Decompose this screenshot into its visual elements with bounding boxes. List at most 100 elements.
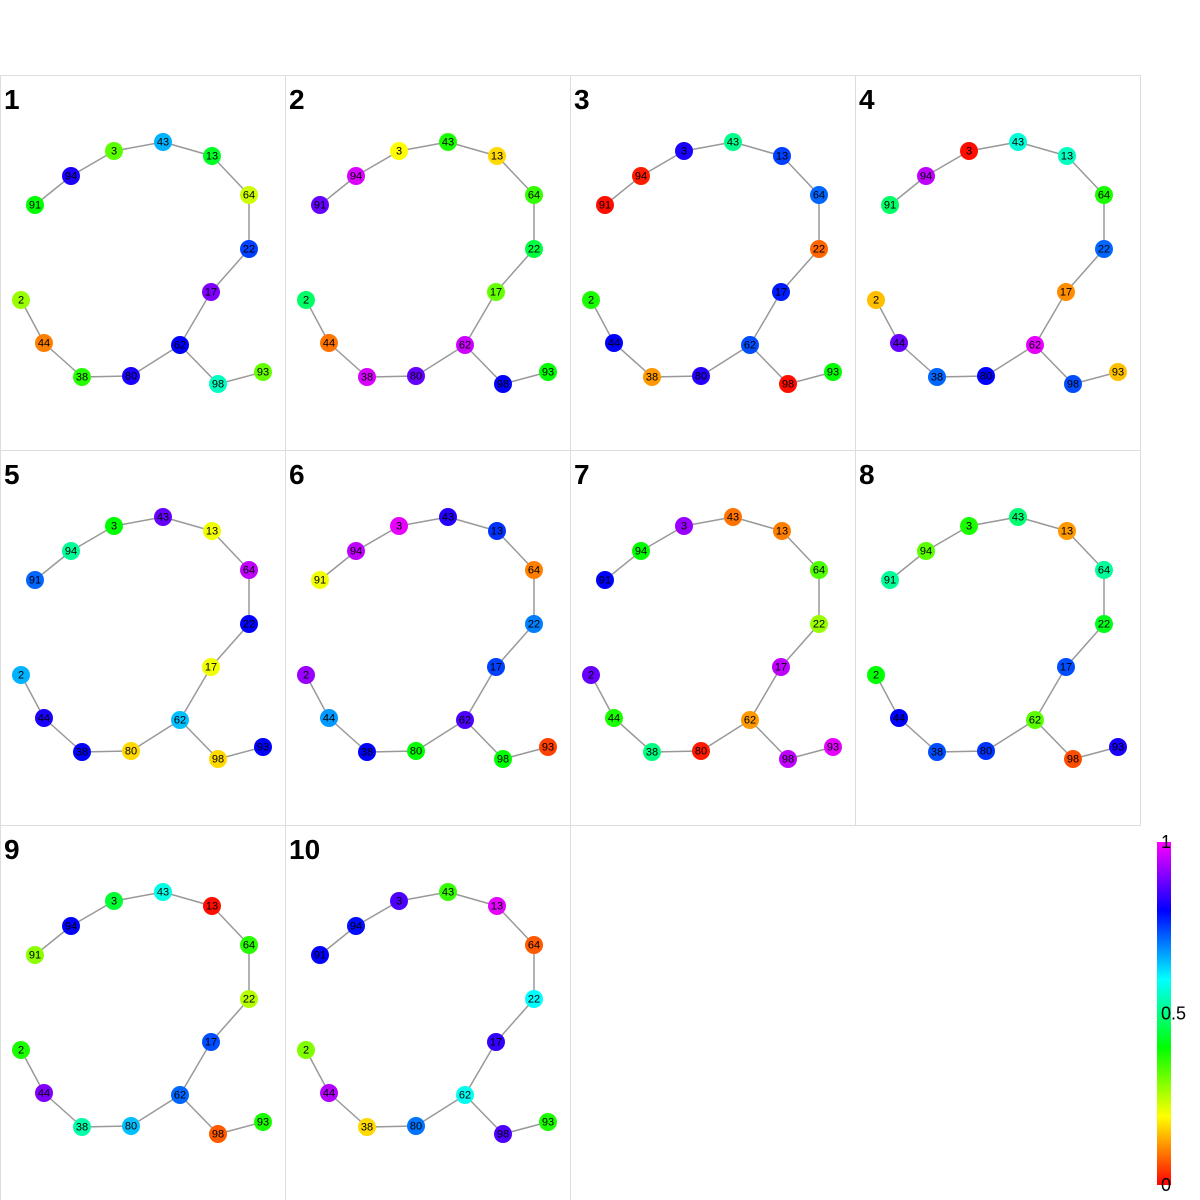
node-label-3: 3 [396, 521, 402, 533]
edge-62-98 [179, 344, 219, 385]
edge-17-62 [464, 291, 497, 346]
edge-62-98 [1034, 719, 1074, 760]
node-3 [960, 517, 978, 535]
node-38 [928, 743, 946, 761]
node-label-13: 13 [491, 526, 503, 538]
node-17 [202, 1033, 220, 1051]
node-38 [358, 1118, 376, 1136]
node-91 [26, 571, 44, 589]
node-label-91: 91 [29, 575, 41, 587]
edge-17-62 [179, 666, 212, 721]
edge-17-62 [749, 666, 782, 721]
edge-17-62 [179, 1041, 212, 1096]
node-22 [240, 990, 258, 1008]
node-label-80: 80 [695, 371, 707, 383]
node-3 [390, 892, 408, 910]
edge-80-62 [130, 719, 181, 752]
node-label-2: 2 [873, 295, 879, 307]
node-91 [596, 196, 614, 214]
node-label-80: 80 [980, 746, 992, 758]
node-38 [73, 1118, 91, 1136]
node-3 [675, 142, 693, 160]
node-98 [1064, 750, 1082, 768]
node-label-94: 94 [635, 171, 647, 183]
node-64 [1095, 186, 1113, 204]
node-17 [1057, 658, 1075, 676]
edge-17-62 [1034, 291, 1067, 346]
edge-80-62 [415, 344, 466, 377]
node-62 [456, 1086, 474, 1104]
panel-label: 3 [574, 84, 590, 115]
colorbar-tick-label: 0 [1161, 1175, 1171, 1195]
node-label-91: 91 [599, 575, 611, 587]
node-label-91: 91 [884, 575, 896, 587]
node-label-22: 22 [1098, 619, 1110, 631]
node-13 [203, 897, 221, 915]
panel-1: 1 91 94 3 43 13 64 22 17 2 44 38 80 62 98 93 [0, 75, 286, 451]
node-label-62: 62 [459, 340, 471, 352]
node-38 [643, 368, 661, 386]
node-label-2: 2 [303, 1045, 309, 1057]
edge-62-98 [749, 719, 789, 760]
node-43 [154, 508, 172, 526]
node-label-98: 98 [1067, 754, 1079, 766]
node-91 [26, 196, 44, 214]
node-2 [582, 666, 600, 684]
node-label-94: 94 [920, 171, 932, 183]
node-label-43: 43 [1012, 512, 1024, 524]
node-label-38: 38 [646, 372, 658, 384]
node-93 [1109, 738, 1127, 756]
node-91 [311, 196, 329, 214]
panel-border [285, 75, 571, 451]
edge-80-62 [985, 719, 1036, 752]
node-2 [867, 666, 885, 684]
node-label-2: 2 [18, 295, 24, 307]
node-38 [928, 368, 946, 386]
node-label-44: 44 [608, 338, 620, 350]
node-13 [488, 522, 506, 540]
node-label-80: 80 [125, 746, 137, 758]
panel-border [0, 75, 286, 451]
node-80 [977, 742, 995, 760]
node-label-38: 38 [646, 747, 658, 759]
node-94 [62, 917, 80, 935]
node-label-64: 64 [813, 190, 825, 202]
node-43 [154, 133, 172, 151]
node-label-22: 22 [528, 994, 540, 1006]
node-label-94: 94 [350, 171, 362, 183]
node-label-13: 13 [1061, 526, 1073, 538]
panel-6: 6 91 94 3 43 13 64 22 17 2 44 38 80 62 98 93 [285, 450, 571, 826]
edge-80-62 [130, 1094, 181, 1127]
node-2 [12, 1041, 30, 1059]
node-label-13: 13 [491, 901, 503, 913]
node-label-98: 98 [212, 754, 224, 766]
node-80 [122, 742, 140, 760]
node-label-2: 2 [18, 670, 24, 682]
node-label-3: 3 [111, 521, 117, 533]
panel-border [0, 825, 286, 1200]
node-17 [487, 283, 505, 301]
node-3 [105, 517, 123, 535]
node-label-44: 44 [893, 338, 905, 350]
node-2 [297, 666, 315, 684]
node-label-3: 3 [681, 521, 687, 533]
node-label-13: 13 [206, 151, 218, 163]
node-38 [73, 743, 91, 761]
node-91 [26, 946, 44, 964]
node-label-94: 94 [350, 546, 362, 558]
node-94 [62, 167, 80, 185]
node-62 [171, 711, 189, 729]
node-98 [209, 1125, 227, 1143]
node-64 [1095, 561, 1113, 579]
node-2 [12, 666, 30, 684]
node-label-38: 38 [931, 747, 943, 759]
node-label-64: 64 [243, 565, 255, 577]
node-label-22: 22 [813, 619, 825, 631]
node-62 [171, 1086, 189, 1104]
panel-label: 1 [4, 84, 20, 115]
node-62 [1026, 711, 1044, 729]
edge-62-98 [749, 344, 789, 385]
node-label-64: 64 [528, 565, 540, 577]
node-43 [439, 508, 457, 526]
panel-border [285, 825, 571, 1200]
